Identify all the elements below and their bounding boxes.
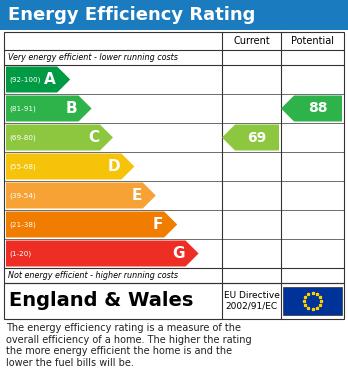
- Polygon shape: [222, 124, 279, 151]
- Polygon shape: [6, 183, 156, 208]
- Polygon shape: [6, 95, 92, 122]
- Text: 69: 69: [247, 131, 267, 145]
- Polygon shape: [6, 66, 70, 93]
- Text: Potential: Potential: [291, 36, 334, 46]
- Text: EU Directive
2002/91/EC: EU Directive 2002/91/EC: [223, 291, 279, 311]
- Text: The energy efficiency rating is a measure of the
overall efficiency of a home. T: The energy efficiency rating is a measur…: [6, 323, 252, 368]
- Text: (21-38): (21-38): [9, 221, 36, 228]
- Text: B: B: [66, 101, 78, 116]
- Bar: [0, 0, 348, 30]
- Polygon shape: [281, 95, 342, 122]
- Text: (81-91): (81-91): [9, 105, 36, 112]
- Text: D: D: [108, 159, 120, 174]
- Text: (55-68): (55-68): [9, 163, 36, 170]
- Text: (39-54): (39-54): [9, 192, 36, 199]
- Polygon shape: [6, 154, 134, 179]
- Polygon shape: [6, 240, 199, 267]
- Text: England & Wales: England & Wales: [9, 292, 193, 310]
- Polygon shape: [6, 124, 113, 151]
- Bar: [283, 287, 342, 315]
- Text: Current: Current: [233, 36, 270, 46]
- Text: Very energy efficient - lower running costs: Very energy efficient - lower running co…: [8, 53, 178, 62]
- Text: A: A: [45, 72, 56, 87]
- Polygon shape: [6, 212, 177, 237]
- Text: F: F: [153, 217, 163, 232]
- Text: (1-20): (1-20): [9, 250, 31, 257]
- Text: Not energy efficient - higher running costs: Not energy efficient - higher running co…: [8, 271, 178, 280]
- Text: (69-80): (69-80): [9, 134, 36, 141]
- Text: (92-100): (92-100): [9, 76, 40, 83]
- Bar: [4, 283, 344, 319]
- Text: C: C: [88, 130, 99, 145]
- Text: 88: 88: [308, 102, 328, 115]
- Text: G: G: [172, 246, 184, 261]
- Text: Energy Efficiency Rating: Energy Efficiency Rating: [8, 6, 255, 24]
- Bar: [4, 32, 344, 283]
- Text: E: E: [132, 188, 142, 203]
